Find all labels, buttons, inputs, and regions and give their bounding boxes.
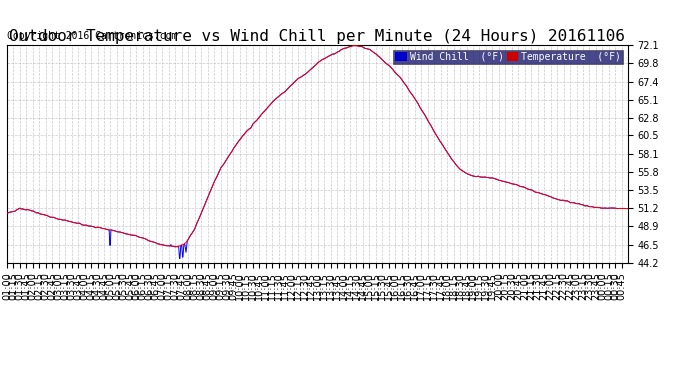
Legend: Wind Chill  (°F), Temperature  (°F): Wind Chill (°F), Temperature (°F): [393, 50, 623, 64]
Title: Outdoor Temperature vs Wind Chill per Minute (24 Hours) 20161106: Outdoor Temperature vs Wind Chill per Mi…: [10, 29, 625, 44]
Text: Copyright 2016 Cartronics.com: Copyright 2016 Cartronics.com: [7, 31, 177, 40]
